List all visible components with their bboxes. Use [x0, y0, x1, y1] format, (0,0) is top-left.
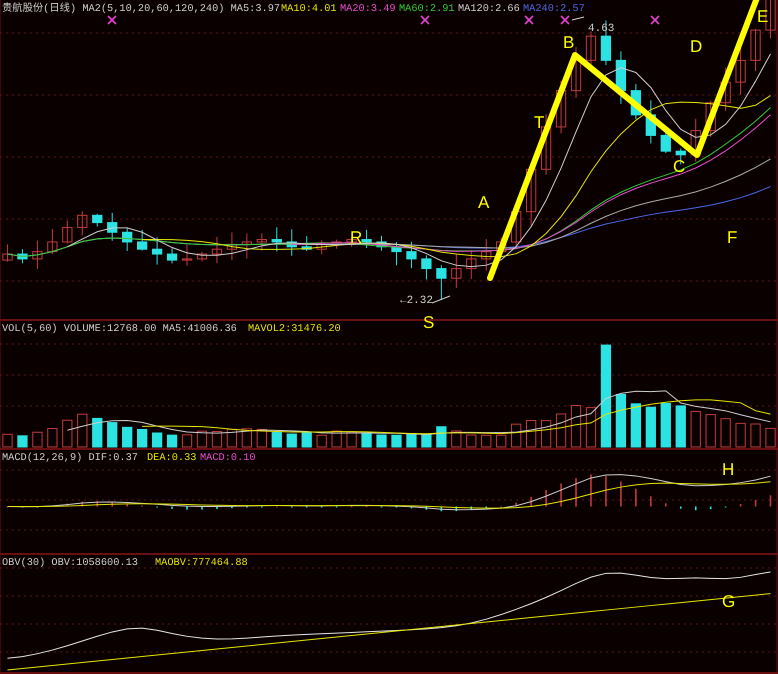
- svg-text:OBV(30) OBV:1058600.13: OBV(30) OBV:1058600.13: [2, 557, 138, 569]
- svg-text:←2.32: ←2.32: [400, 295, 433, 307]
- svg-text:MAOBV:777464.88: MAOBV:777464.88: [155, 557, 248, 569]
- svg-text:R: R: [350, 228, 362, 247]
- svg-text:4.63: 4.63: [588, 23, 614, 35]
- svg-text:F: F: [727, 228, 737, 247]
- svg-text:MA60:2.91: MA60:2.91: [399, 3, 455, 15]
- svg-text:MACD:0.10: MACD:0.10: [200, 452, 256, 464]
- svg-text:A: A: [478, 193, 490, 212]
- svg-text:B: B: [563, 33, 574, 52]
- svg-text:MA120:2.66: MA120:2.66: [458, 3, 520, 15]
- svg-text:H: H: [722, 460, 734, 479]
- svg-text:S: S: [423, 313, 434, 332]
- svg-text:D: D: [690, 37, 702, 56]
- svg-text:C: C: [673, 157, 685, 176]
- svg-text:G: G: [722, 592, 735, 611]
- svg-text:MA10:4.01: MA10:4.01: [281, 3, 337, 15]
- svg-text:MA20:3.49: MA20:3.49: [340, 3, 396, 15]
- svg-text:MACD(12,26,9) DIF:0.37: MACD(12,26,9) DIF:0.37: [2, 452, 138, 464]
- svg-text:贵航股份(日线) MA2(5,10,20,60,120,24: 贵航股份(日线) MA2(5,10,20,60,120,240) MA5:3.9…: [2, 2, 280, 15]
- svg-text:MAVOL2:31476.20: MAVOL2:31476.20: [248, 323, 341, 335]
- svg-text:VOL(5,60) VOLUME:12768.00 MA5:: VOL(5,60) VOLUME:12768.00 MA5:41006.36: [2, 323, 237, 335]
- svg-text:T: T: [534, 113, 544, 132]
- svg-text:DEA:0.33: DEA:0.33: [147, 452, 196, 464]
- svg-text:MA240:2.57: MA240:2.57: [523, 3, 585, 15]
- svg-text:E: E: [757, 7, 768, 26]
